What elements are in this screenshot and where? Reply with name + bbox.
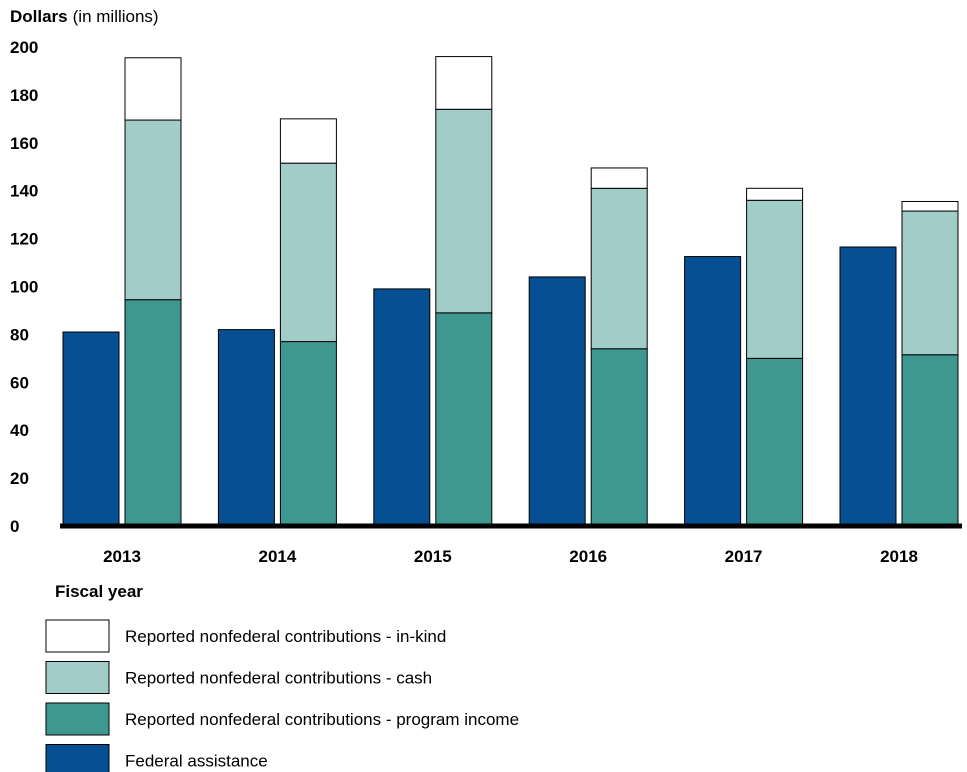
y-tick-label: 160	[10, 134, 38, 153]
bar-nonfederal-program-income-2014	[279, 341, 337, 527]
y-tick-label: 40	[10, 421, 29, 440]
legend-label: Reported nonfederal contributions - cash	[125, 669, 432, 688]
y-tick-label: 60	[10, 373, 29, 392]
bar-federal-assistance-2017	[684, 256, 742, 527]
bar-nonfederal-in-kind-2013	[124, 57, 182, 121]
y-tick-label: 0	[10, 517, 19, 536]
legend-swatch	[45, 702, 110, 736]
y-axis-unit: (in millions)	[73, 7, 159, 26]
legend-label: Federal assistance	[125, 752, 268, 771]
bar-federal-assistance-2015	[373, 288, 431, 527]
legend-swatch	[45, 619, 110, 653]
bar-nonfederal-program-income-2015	[435, 312, 493, 527]
bar-federal-assistance-2014	[217, 329, 275, 527]
bar-nonfederal-cash-2014	[279, 162, 337, 343]
bar-nonfederal-cash-2013	[124, 119, 182, 301]
bar-nonfederal-in-kind-2014	[279, 118, 337, 164]
legend: Reported nonfederal contributions - in-k…	[45, 619, 519, 772]
x-tick-label: 2017	[725, 547, 763, 566]
y-tick-label: 120	[10, 230, 38, 249]
x-tick-label: 2018	[880, 547, 918, 566]
y-tick-label: 80	[10, 325, 29, 344]
bar-nonfederal-cash-2016	[590, 187, 648, 350]
y-tick-label: 20	[10, 469, 29, 488]
x-tick-label: 2016	[569, 547, 607, 566]
y-axis-label: Dollars	[10, 7, 68, 26]
x-tick-label: 2014	[258, 547, 296, 566]
x-axis-title: Fiscal year	[55, 582, 143, 601]
bar-federal-assistance-2013	[62, 331, 120, 527]
x-tick-label: 2013	[103, 547, 141, 566]
y-axis-ticks: 0 20 40 60 80 100 120 140 160 180 200	[10, 38, 38, 536]
bar-nonfederal-program-income-2018	[901, 354, 959, 527]
bar-nonfederal-in-kind-2017	[746, 187, 804, 201]
legend-swatch	[45, 661, 110, 694]
bar-nonfederal-cash-2017	[746, 199, 804, 359]
bar-nonfederal-cash-2018	[901, 210, 959, 356]
bar-federal-assistance-2018	[839, 246, 897, 527]
bar-nonfederal-in-kind-2016	[590, 167, 648, 189]
bar-nonfederal-cash-2015	[435, 108, 493, 314]
y-axis-title: Dollars (in millions)	[10, 7, 159, 26]
legend-swatch	[45, 744, 110, 772]
bar-nonfederal-program-income-2013	[124, 299, 182, 527]
legend-label: Reported nonfederal contributions - prog…	[125, 710, 519, 729]
bar-nonfederal-in-kind-2018	[901, 200, 959, 212]
y-tick-label: 200	[10, 38, 38, 57]
y-tick-label: 180	[10, 86, 38, 105]
y-tick-label: 140	[10, 182, 38, 201]
legend-label: Reported nonfederal contributions - in-k…	[125, 627, 446, 646]
bar-federal-assistance-2016	[528, 276, 586, 527]
y-tick-label: 100	[10, 278, 38, 297]
x-axis-ticks: 2013 2014 2015 2016 2017 2018	[103, 547, 918, 566]
x-tick-label: 2015	[414, 547, 452, 566]
bar-nonfederal-program-income-2016	[590, 348, 648, 527]
bar-nonfederal-in-kind-2015	[435, 56, 493, 110]
bars	[62, 56, 959, 527]
bar-nonfederal-program-income-2017	[746, 357, 804, 527]
